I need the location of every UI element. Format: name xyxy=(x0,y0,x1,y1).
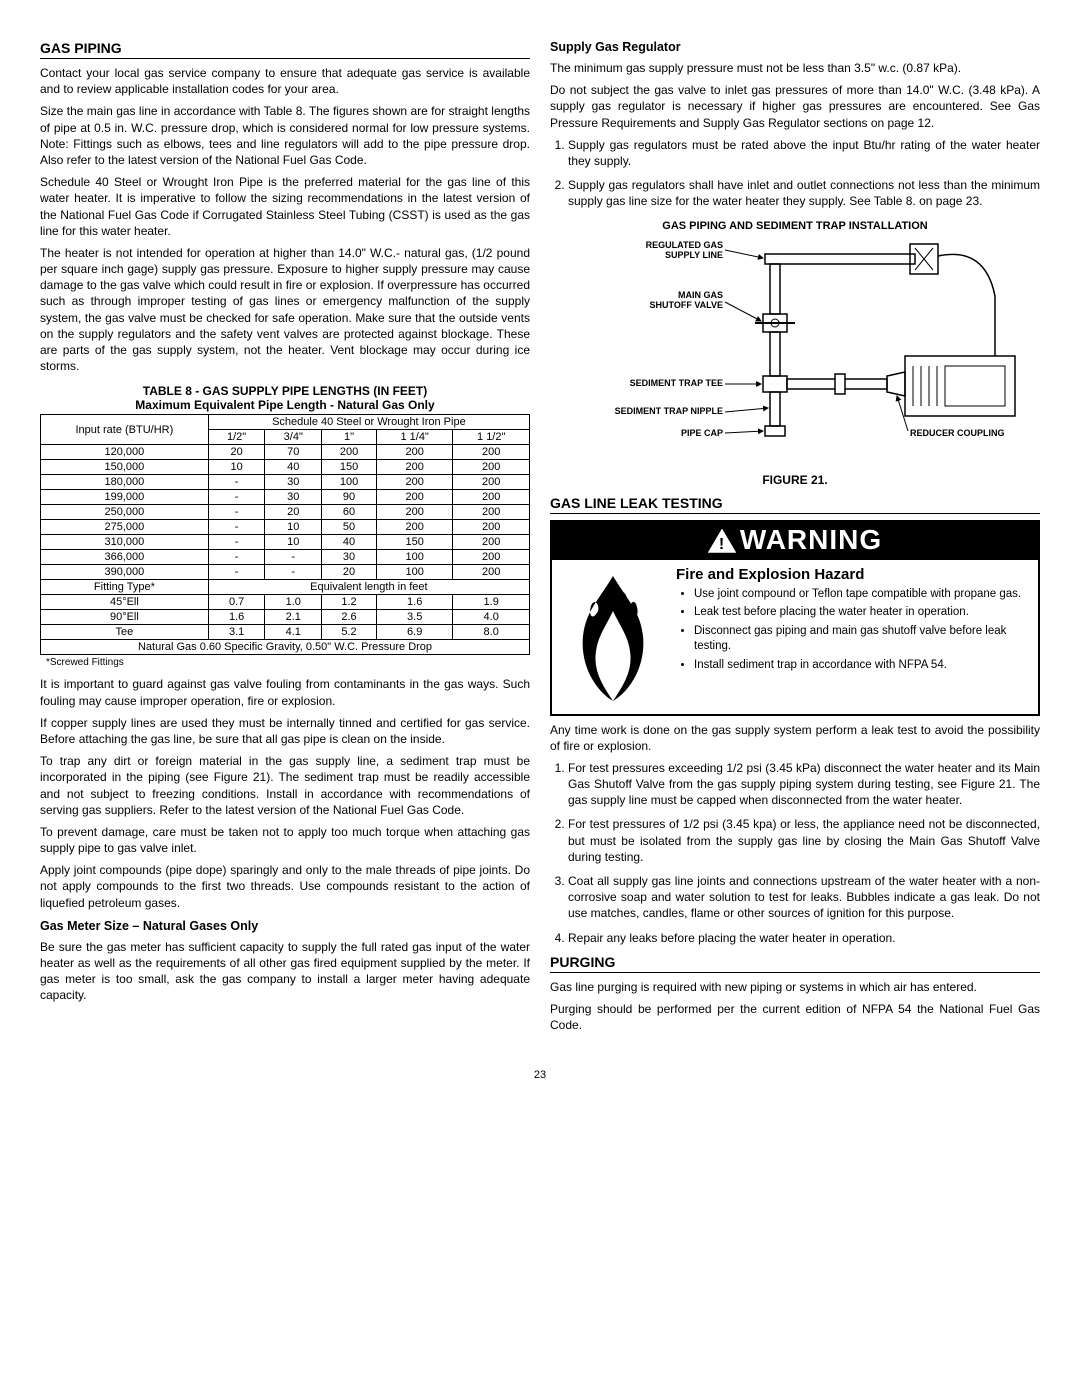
flame-icon xyxy=(558,566,668,706)
warning-subtitle: Fire and Explosion Hazard xyxy=(676,566,1028,587)
table-row: 90°Ell1.62.12.63.54.0 xyxy=(41,610,530,625)
svg-text:MAIN GAS: MAIN GAS xyxy=(678,290,723,300)
svg-text:SEDIMENT TRAP NIPPLE: SEDIMENT TRAP NIPPLE xyxy=(615,406,723,416)
paragraph: Size the main gas line in accordance wit… xyxy=(40,103,530,168)
paragraph: Any time work is done on the gas supply … xyxy=(550,722,1040,754)
table-header: Input rate (BTU/HR) xyxy=(41,415,209,445)
list-item: Coat all supply gas line joints and conn… xyxy=(568,873,1040,922)
heading-supply-regulator: Supply Gas Regulator xyxy=(550,40,1040,54)
paragraph: Gas line purging is required with new pi… xyxy=(550,979,1040,995)
leak-test-list: For test pressures exceeding 1/2 psi (3.… xyxy=(550,760,1040,946)
table-title: TABLE 8 - GAS SUPPLY PIPE LENGTHS (IN FE… xyxy=(40,384,530,412)
table-header: 1 1/2" xyxy=(453,430,530,445)
table-header: Fitting Type* xyxy=(41,580,209,595)
table-row: 45°Ell0.71.01.21.61.9 xyxy=(41,595,530,610)
table-row: 180,000-30100200200 xyxy=(41,475,530,490)
list-item: Disconnect gas piping and main gas shuto… xyxy=(694,624,1028,654)
heading-leak-testing: GAS LINE LEAK TESTING xyxy=(550,495,1040,514)
warning-triangle-icon: ! xyxy=(708,529,736,553)
table-row: 120,0002070200200200 xyxy=(41,445,530,460)
heading-gas-meter: Gas Meter Size – Natural Gases Only xyxy=(40,919,530,933)
figure-title: GAS PIPING AND SEDIMENT TRAP INSTALLATIO… xyxy=(550,220,1040,232)
gas-supply-table: Input rate (BTU/HR) Schedule 40 Steel or… xyxy=(40,414,530,655)
warning-header: ! WARNING xyxy=(552,522,1038,560)
list-item: Supply gas regulators shall have inlet a… xyxy=(568,177,1040,209)
table-header: Schedule 40 Steel or Wrought Iron Pipe xyxy=(208,415,529,430)
svg-text:SHUTOFF VALVE: SHUTOFF VALVE xyxy=(649,300,723,310)
svg-text:SEDIMENT TRAP TEE: SEDIMENT TRAP TEE xyxy=(630,378,723,388)
page-number: 23 xyxy=(40,1069,1040,1081)
paragraph: It is important to guard against gas val… xyxy=(40,676,530,708)
svg-text:PIPE CAP: PIPE CAP xyxy=(681,428,723,438)
left-column: GAS PIPING Contact your local gas servic… xyxy=(40,40,530,1039)
list-item: Use joint compound or Teflon tape compat… xyxy=(694,587,1028,602)
table-header: 3/4" xyxy=(265,430,322,445)
table-footnote: *Screwed Fittings xyxy=(46,657,530,668)
heading-gas-piping: GAS PIPING xyxy=(40,40,530,59)
warning-list: Use joint compound or Teflon tape compat… xyxy=(676,587,1028,674)
svg-text:!: ! xyxy=(719,536,725,553)
paragraph: If copper supply lines are used they mus… xyxy=(40,715,530,747)
paragraph: Schedule 40 Steel or Wrought Iron Pipe i… xyxy=(40,174,530,239)
page-container: GAS PIPING Contact your local gas servic… xyxy=(40,40,1040,1039)
list-item: Install sediment trap in accordance with… xyxy=(694,658,1028,673)
paragraph: The minimum gas supply pressure must not… xyxy=(550,60,1040,76)
table-footer: Natural Gas 0.60 Specific Gravity, 0.50"… xyxy=(41,640,530,655)
table-header: Equivalent length in feet xyxy=(208,580,529,595)
paragraph: To trap any dirt or foreign material in … xyxy=(40,753,530,818)
table-row: 275,000-1050200200 xyxy=(41,520,530,535)
table-header: 1" xyxy=(322,430,377,445)
table-row: Tee3.14.15.26.98.0 xyxy=(41,625,530,640)
heading-purging: PURGING xyxy=(550,954,1040,973)
list-item: For test pressures of 1/2 psi (3.45 kpa)… xyxy=(568,816,1040,865)
regulator-list: Supply gas regulators must be rated abov… xyxy=(550,137,1040,210)
figure-caption: FIGURE 21. xyxy=(550,473,1040,487)
table-header: 1 1/4" xyxy=(376,430,452,445)
sediment-trap-diagram: REGULATED GAS SUPPLY LINE MAIN GAS SHUTO… xyxy=(550,236,1040,466)
list-item: Repair any leaks before placing the wate… xyxy=(568,930,1040,946)
table-row: 199,000-3090200200 xyxy=(41,490,530,505)
paragraph: Contact your local gas service company t… xyxy=(40,65,530,97)
list-item: Supply gas regulators must be rated abov… xyxy=(568,137,1040,169)
warning-box: ! WARNING Fire and Explosion Hazard Use … xyxy=(550,520,1040,716)
right-column: Supply Gas Regulator The minimum gas sup… xyxy=(550,40,1040,1039)
paragraph: Be sure the gas meter has sufficient cap… xyxy=(40,939,530,1004)
table-row: 366,000--30100200 xyxy=(41,550,530,565)
paragraph: Purging should be performed per the curr… xyxy=(550,1001,1040,1033)
list-item: Leak test before placing the water heate… xyxy=(694,605,1028,620)
paragraph: Apply joint compounds (pipe dope) sparin… xyxy=(40,862,530,911)
table-row: 150,0001040150200200 xyxy=(41,460,530,475)
paragraph: The heater is not intended for operation… xyxy=(40,245,530,375)
table-row: 310,000-1040150200 xyxy=(41,535,530,550)
svg-text:REDUCER COUPLING: REDUCER COUPLING xyxy=(910,428,1005,438)
table-row: 390,000--20100200 xyxy=(41,565,530,580)
table-row: 250,000-2060200200 xyxy=(41,505,530,520)
svg-text:SUPPLY LINE: SUPPLY LINE xyxy=(665,250,723,260)
list-item: For test pressures exceeding 1/2 psi (3.… xyxy=(568,760,1040,809)
table-header: 1/2" xyxy=(208,430,265,445)
paragraph: Do not subject the gas valve to inlet ga… xyxy=(550,82,1040,131)
svg-text:REGULATED GAS: REGULATED GAS xyxy=(646,240,723,250)
paragraph: To prevent damage, care must be taken no… xyxy=(40,824,530,856)
